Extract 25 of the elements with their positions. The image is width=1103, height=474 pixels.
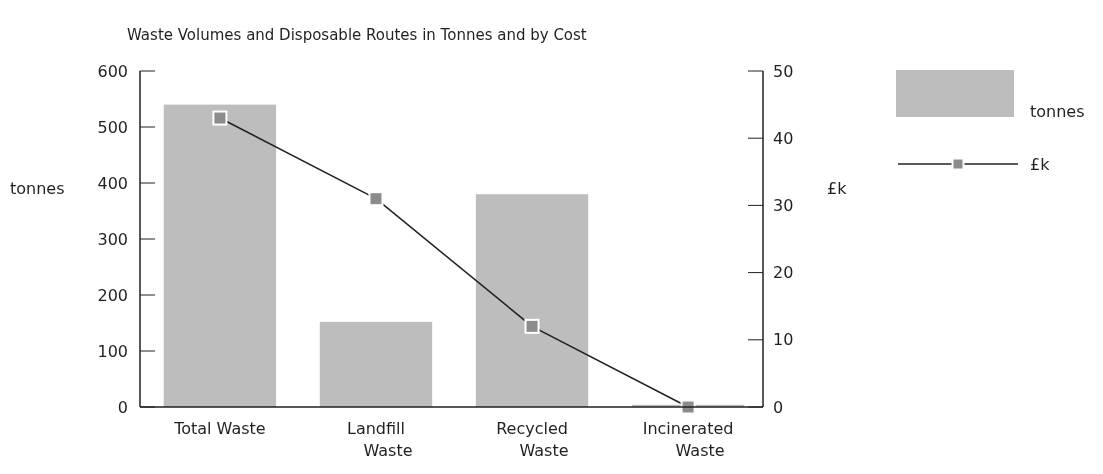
y-tick-label: 200 bbox=[97, 285, 128, 305]
y-tick-label: 500 bbox=[97, 117, 128, 137]
x-tick-label: Recycled Waste bbox=[496, 419, 569, 460]
chart-title: Waste Volumes and Disposable Routes in Tonnes and by Cost bbox=[127, 26, 587, 44]
y-tick-label: 100 bbox=[97, 341, 128, 361]
y-tick-label: 0 bbox=[117, 397, 128, 417]
y-tick-label: 400 bbox=[97, 173, 128, 193]
y2-tick-label: 50 bbox=[773, 61, 794, 81]
y2-tick-label: 30 bbox=[773, 196, 794, 215]
bar bbox=[163, 104, 277, 407]
y-tick-label: 600 bbox=[97, 61, 128, 81]
x-tick-label: Landfill Waste bbox=[346, 419, 413, 460]
y-axis-title: tonnes bbox=[10, 178, 65, 198]
y2-tick-label: 40 bbox=[773, 128, 794, 148]
text: tonnes bbox=[1030, 102, 1085, 121]
y2-tick-label: 0 bbox=[773, 397, 784, 417]
y2-tick-label: 10 bbox=[773, 330, 794, 350]
text: £k bbox=[1030, 155, 1051, 174]
y-tick-label: 300 bbox=[97, 229, 128, 249]
y2-axis-title: £k bbox=[827, 178, 848, 198]
y2-tick-label: 20 bbox=[773, 263, 794, 283]
bar bbox=[475, 194, 589, 407]
bar bbox=[319, 321, 433, 407]
x-tick-label: Incinerated Waste bbox=[642, 419, 734, 460]
x-tick-label: Total Waste bbox=[173, 419, 266, 438]
